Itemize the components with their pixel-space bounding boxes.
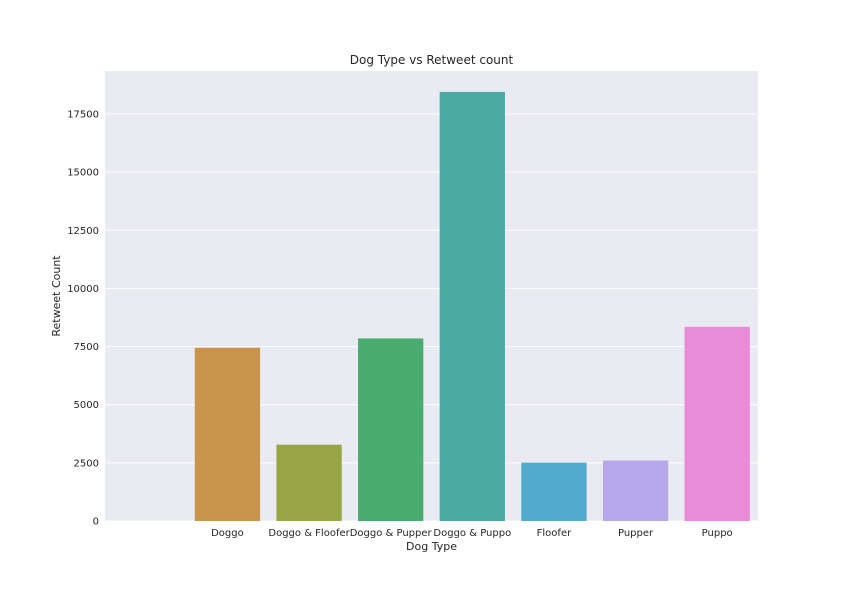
x-tick-label: Doggo & Floofer [268, 528, 350, 539]
bar-doggo-puppo [439, 91, 505, 521]
y-tick-label: 2500 [74, 458, 99, 469]
y-tick-label: 0 [93, 517, 99, 528]
x-tick-label: Floofer [537, 528, 572, 539]
y-tick-label: 5000 [74, 400, 99, 411]
bar-doggo-floofer [276, 444, 342, 521]
bar-puppo [684, 326, 750, 521]
chart-title: Dog Type vs Retweet count [350, 53, 514, 67]
x-tick-label: Puppo [702, 528, 733, 539]
y-tick-label: 10000 [67, 284, 99, 295]
x-tick-label: Doggo & Puppo [433, 528, 511, 539]
x-tick-labels: Doggo Doggo & Floofer Doggo & Pupper Doggo … [211, 528, 733, 539]
bar-floofer [521, 462, 587, 521]
x-tick-label: Doggo & Pupper [350, 528, 433, 539]
x-tick-label: Pupper [618, 528, 654, 539]
y-tick-label: 7500 [74, 342, 99, 353]
bar-doggo [194, 347, 261, 521]
y-tick-labels: 0 2500 5000 7500 10000 12500 15000 17500 [67, 110, 99, 528]
y-tick-label: 17500 [67, 110, 99, 121]
x-tick-label: Doggo [211, 528, 244, 539]
y-tick-label: 12500 [67, 226, 99, 237]
bar-pupper [602, 460, 669, 521]
bars [194, 91, 750, 521]
y-tick-label: 15000 [67, 168, 99, 179]
y-axis-label: Retweet Count [50, 255, 63, 337]
x-axis-label: Dog Type [406, 540, 457, 553]
bar-doggo-pupper [358, 338, 424, 521]
